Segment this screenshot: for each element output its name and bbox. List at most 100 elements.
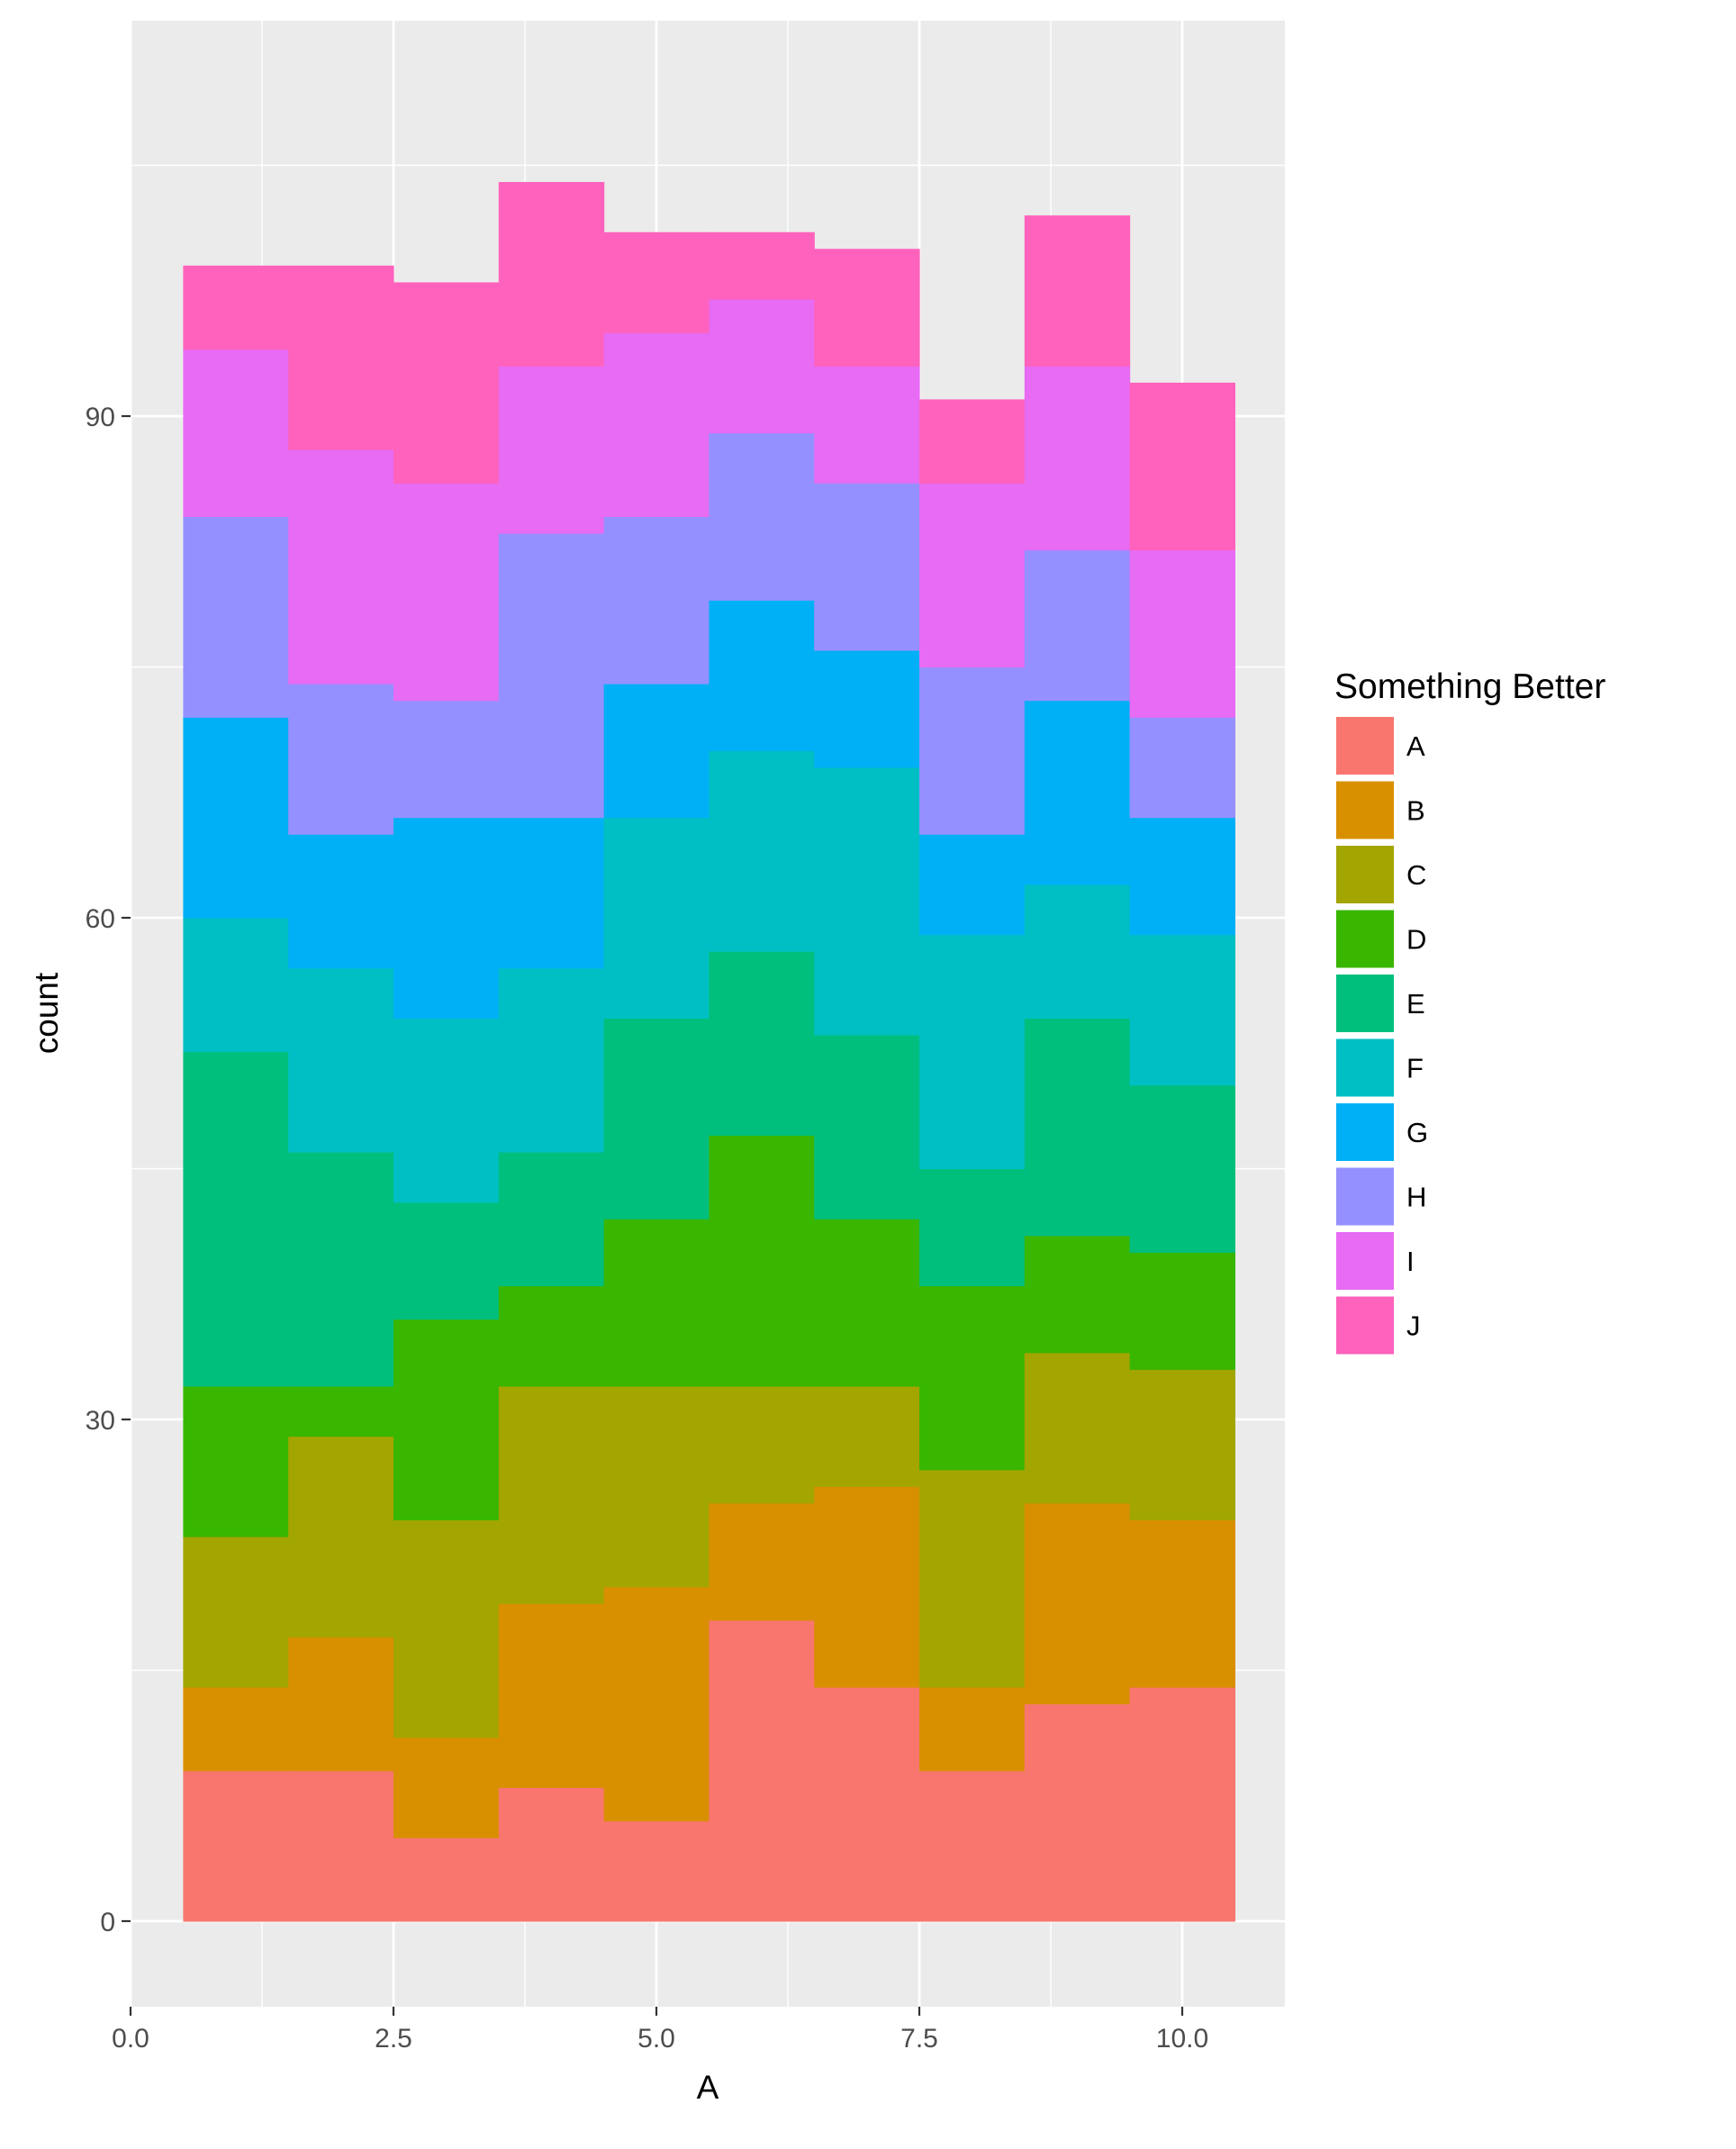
x-tick-label: 0.0 (112, 2024, 149, 2054)
x-tick-label: 2.5 (375, 2024, 412, 2054)
bar-segment-c-bin-4 (498, 1385, 605, 1604)
legend-label-d: D (1406, 924, 1426, 956)
bar-segment-d-bin-7 (814, 1219, 920, 1387)
legend-key-a (1336, 717, 1394, 775)
y-axis-title: count (28, 972, 65, 1054)
bar-segment-g-bin-7 (814, 649, 920, 768)
bar-segment-i-bin-5 (603, 332, 710, 517)
bar-segment-e-bin-6 (709, 951, 815, 1136)
bar-segment-e-bin-8 (919, 1168, 1026, 1287)
bar-segment-h-bin-3 (393, 700, 500, 819)
bar-segment-h-bin-1 (183, 516, 289, 718)
bar-segment-a-bin-8 (919, 1770, 1026, 1922)
bar-segment-f-bin-1 (183, 918, 289, 1053)
bar-segment-f-bin-8 (919, 934, 1026, 1170)
bar-segment-c-bin-1 (183, 1536, 289, 1688)
bar-segment-j-bin-7 (814, 249, 920, 367)
bar-segment-b-bin-4 (498, 1603, 605, 1789)
bar-segment-a-bin-2 (288, 1770, 394, 1922)
bar-segment-a-bin-1 (183, 1770, 289, 1922)
bar-segment-i-bin-3 (393, 483, 500, 702)
legend-key-f (1336, 1038, 1394, 1097)
bar-segment-h-bin-4 (498, 532, 605, 819)
legend-label-i: I (1406, 1246, 1415, 1277)
y-tick-label: 60 (86, 904, 115, 934)
legend-title: Something Better (1334, 667, 1605, 706)
bar-segment-j-bin-10 (1129, 382, 1235, 551)
legend-label-h: H (1406, 1182, 1426, 1213)
bar-segment-b-bin-1 (183, 1687, 289, 1772)
bar-segment-a-bin-5 (603, 1820, 710, 1922)
bar-segment-d-bin-3 (393, 1319, 500, 1520)
bar-segment-b-bin-8 (919, 1687, 1026, 1772)
bar-segment-b-bin-6 (709, 1502, 815, 1621)
bar-segment-a-bin-7 (814, 1687, 920, 1922)
bar-segment-e-bin-10 (1129, 1084, 1235, 1253)
x-axis: 0.0 2.5 5.0 7.5 10.0 (112, 2007, 1208, 2054)
bar-segment-b-bin-2 (288, 1637, 394, 1772)
legend-label-j: J (1406, 1310, 1421, 1342)
bar-segment-i-bin-9 (1024, 366, 1131, 551)
x-tick-label: 10.0 (1156, 2024, 1208, 2054)
bar-segment-f-bin-9 (1024, 884, 1131, 1019)
x-tick-label: 5.0 (637, 2024, 675, 2054)
legend-label-c: C (1406, 859, 1426, 891)
bar-segment-g-bin-3 (393, 817, 500, 1019)
legend-label-e: E (1406, 988, 1425, 1020)
y-axis: 0 30 60 90 (86, 403, 131, 1937)
histogram-bars (183, 182, 1235, 1922)
bar-segment-i-bin-1 (183, 349, 289, 517)
bar-segment-d-bin-9 (1024, 1235, 1131, 1354)
legend-label-a: A (1406, 730, 1425, 762)
bar-segment-d-bin-10 (1129, 1252, 1235, 1370)
bar-segment-h-bin-6 (709, 432, 815, 601)
y-tick-label: 30 (86, 1406, 115, 1436)
bar-segment-h-bin-5 (603, 516, 710, 685)
bar-segment-i-bin-8 (919, 483, 1026, 668)
bar-segment-g-bin-1 (183, 717, 289, 919)
bar-segment-e-bin-9 (1024, 1018, 1131, 1237)
x-axis-title: A (697, 2069, 719, 2106)
legend: Something Better A BC DE F G H I J (1334, 667, 1605, 1355)
bar-segment-c-bin-7 (814, 1385, 920, 1487)
bar-segment-h-bin-9 (1024, 549, 1131, 702)
bar-segment-b-bin-10 (1129, 1519, 1235, 1688)
bar-segment-h-bin-2 (288, 684, 394, 835)
bar-segment-g-bin-8 (919, 834, 1026, 936)
bar-segment-j-bin-1 (183, 265, 289, 350)
bar-segment-c-bin-6 (709, 1385, 815, 1504)
bar-segment-b-bin-3 (393, 1736, 500, 1838)
bar-segment-j-bin-6 (709, 231, 815, 300)
legend-label-g: G (1406, 1117, 1428, 1148)
bar-segment-d-bin-8 (919, 1285, 1026, 1471)
y-tick-label: 0 (100, 1908, 115, 1937)
bar-segment-e-bin-4 (498, 1151, 605, 1287)
bar-segment-f-bin-7 (814, 766, 920, 1036)
bar-segment-f-bin-5 (603, 817, 710, 1019)
bar-segment-f-bin-3 (393, 1018, 500, 1203)
bar-segment-b-bin-9 (1024, 1502, 1131, 1705)
bar-segment-a-bin-4 (498, 1787, 605, 1922)
bar-segment-d-bin-6 (709, 1135, 815, 1387)
bar-segment-e-bin-3 (393, 1201, 500, 1320)
bar-segment-h-bin-7 (814, 483, 920, 651)
legend-key-j (1336, 1296, 1394, 1355)
bar-segment-c-bin-3 (393, 1519, 500, 1738)
y-tick-label: 90 (86, 403, 115, 432)
bar-segment-f-bin-6 (709, 750, 815, 952)
bar-segment-j-bin-2 (288, 265, 394, 450)
bar-segment-j-bin-5 (603, 231, 710, 333)
legend-key-g (1336, 1103, 1394, 1161)
legend-key-d (1336, 910, 1394, 968)
bar-segment-g-bin-6 (709, 600, 815, 751)
bar-segment-g-bin-5 (603, 684, 710, 819)
bar-segment-c-bin-2 (288, 1436, 394, 1637)
bar-segment-c-bin-8 (919, 1469, 1026, 1688)
legend-label-f: F (1406, 1053, 1424, 1084)
legend-key-e (1336, 975, 1394, 1032)
bar-segment-h-bin-10 (1129, 717, 1235, 819)
bar-segment-a-bin-3 (393, 1837, 500, 1922)
bar-segment-a-bin-6 (709, 1619, 815, 1922)
bar-segment-c-bin-9 (1024, 1352, 1131, 1504)
